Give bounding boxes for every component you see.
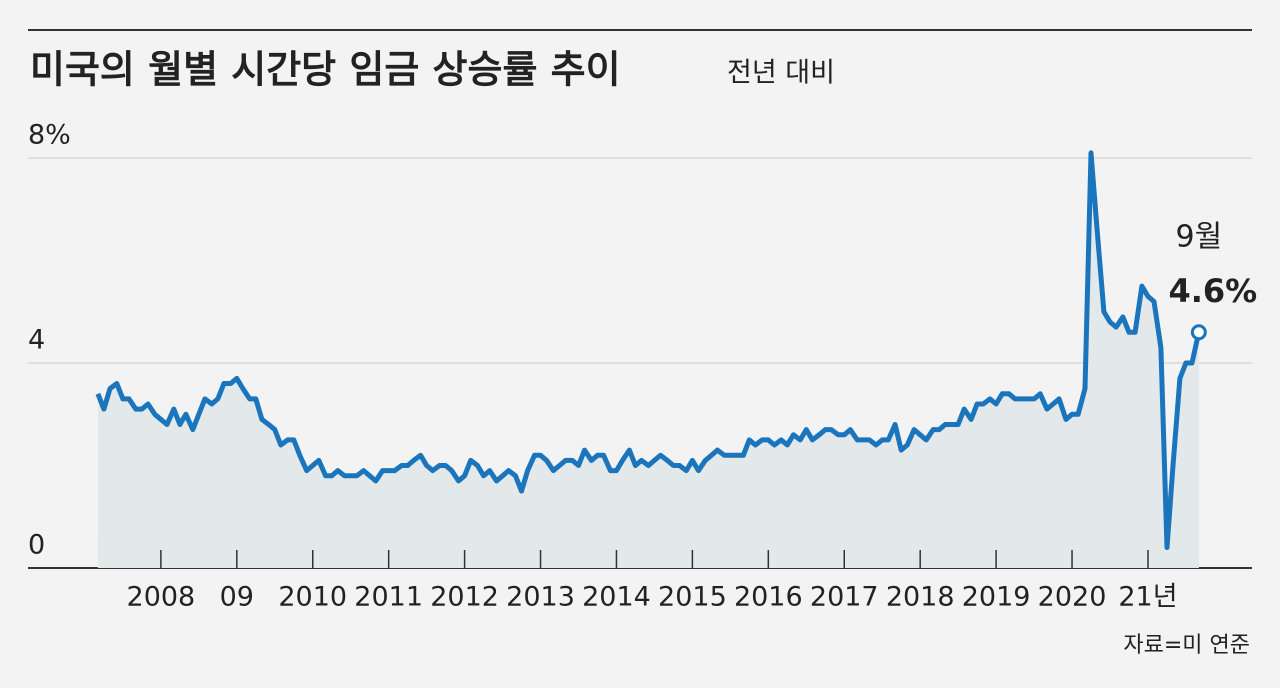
chart-title: 미국의 월별 시간당 임금 상승률 추이 [30, 48, 621, 92]
x-tick-label: 09 [220, 582, 254, 613]
x-tick-label: 2014 [582, 582, 651, 613]
x-tick-label: 2008 [127, 582, 196, 613]
x-tick-label: 2010 [278, 582, 347, 613]
chart-subtitle: 전년 대비 [727, 58, 835, 89]
x-tick-label: 2018 [886, 582, 955, 613]
annotation: 9월 [1176, 220, 1223, 255]
value-label: 4.6% [1168, 272, 1257, 310]
x-tick-label: 2016 [734, 582, 803, 613]
y-tick-label: 0 [28, 530, 45, 561]
x-tick-label: 2017 [810, 582, 879, 613]
x-tick-label: 2013 [506, 582, 575, 613]
end-marker [1190, 324, 1207, 341]
x-tick-label: 21년 [1118, 582, 1177, 613]
x-tick-label: 2020 [1038, 582, 1107, 613]
y-tick-label: 4 [28, 325, 45, 356]
source: 자료=미 연준 [1123, 633, 1250, 658]
area [97, 152, 1199, 568]
x-tick-label: 2015 [658, 582, 727, 613]
y-tick-label: 8% [28, 120, 71, 151]
x-tick-label: 2019 [962, 582, 1031, 613]
x-tick-label: 2011 [354, 582, 423, 613]
line [95, 150, 1202, 550]
x-tick-label: 2012 [430, 582, 499, 613]
